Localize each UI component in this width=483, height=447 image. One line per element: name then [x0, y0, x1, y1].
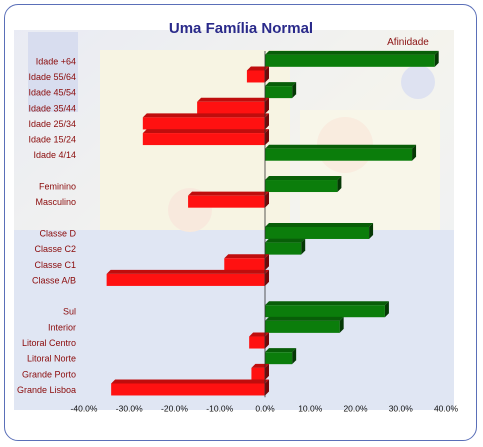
- bar: [224, 254, 269, 271]
- category-label: Grande Porto: [22, 369, 76, 379]
- category-label: Litoral Norte: [27, 354, 76, 364]
- x-tick-labels: -40.0% -30.0% -20.0% -10.0% 0.0% 10.0% 20.0% 30…: [71, 51, 459, 413]
- category-label: Classe C2: [34, 244, 76, 254]
- x-tick-label: -30.0%: [116, 403, 143, 413]
- bar: [197, 97, 269, 114]
- bar: [265, 176, 342, 193]
- bar: [111, 379, 270, 396]
- bar: [265, 348, 297, 365]
- category-label: Sul: [63, 307, 76, 317]
- x-tick-label: 40.0%: [434, 403, 459, 413]
- x-tick-label: -40.0%: [71, 403, 98, 413]
- bar: [265, 82, 297, 99]
- x-tick-label: 30.0%: [389, 403, 414, 413]
- background-illustration: [14, 30, 454, 410]
- category-label: Idade 4/14: [33, 150, 76, 160]
- bar: [251, 363, 269, 380]
- x-tick-label: 10.0%: [298, 403, 323, 413]
- bar: [265, 238, 306, 255]
- category-label: Idade 45/54: [28, 88, 76, 98]
- bar: [265, 50, 439, 67]
- bar: [265, 222, 374, 239]
- category-label: Litoral Centro: [22, 338, 76, 348]
- bar: [142, 129, 269, 146]
- bar: [246, 66, 269, 83]
- x-tick-label: -20.0%: [161, 403, 188, 413]
- chart-title: Uma Família Normal: [169, 20, 313, 37]
- bars-group: [106, 50, 439, 396]
- category-label: Idade 35/44: [28, 103, 76, 113]
- x-tick-label: 20.0%: [343, 403, 368, 413]
- bar: [188, 191, 269, 208]
- category-label: Feminino: [39, 182, 76, 192]
- category-label: Idade 15/24: [28, 135, 76, 145]
- category-label: Masculino: [35, 197, 76, 207]
- x-tick-label: 0.0%: [255, 403, 275, 413]
- bar: [265, 316, 344, 333]
- bar: [142, 113, 269, 130]
- category-label: Classe A/B: [32, 275, 76, 285]
- category-label: Idade 55/64: [28, 72, 76, 82]
- bar: [265, 144, 417, 161]
- bar: [249, 332, 269, 349]
- category-label: Idade +64: [36, 56, 76, 66]
- category-label: Classe D: [39, 228, 76, 238]
- bar: [265, 301, 389, 318]
- category-label: Idade 25/34: [28, 119, 76, 129]
- x-tick-label: -10.0%: [206, 403, 233, 413]
- category-label: Grande Lisboa: [17, 385, 76, 395]
- legend-label: Afinidade: [387, 37, 429, 48]
- category-label: Interior: [48, 322, 76, 332]
- category-label: Classe C1: [34, 260, 76, 270]
- category-labels: Idade +64 Idade 55/64 Idade 45/54 Idade 35/…: [17, 56, 77, 395]
- bar: [106, 269, 269, 286]
